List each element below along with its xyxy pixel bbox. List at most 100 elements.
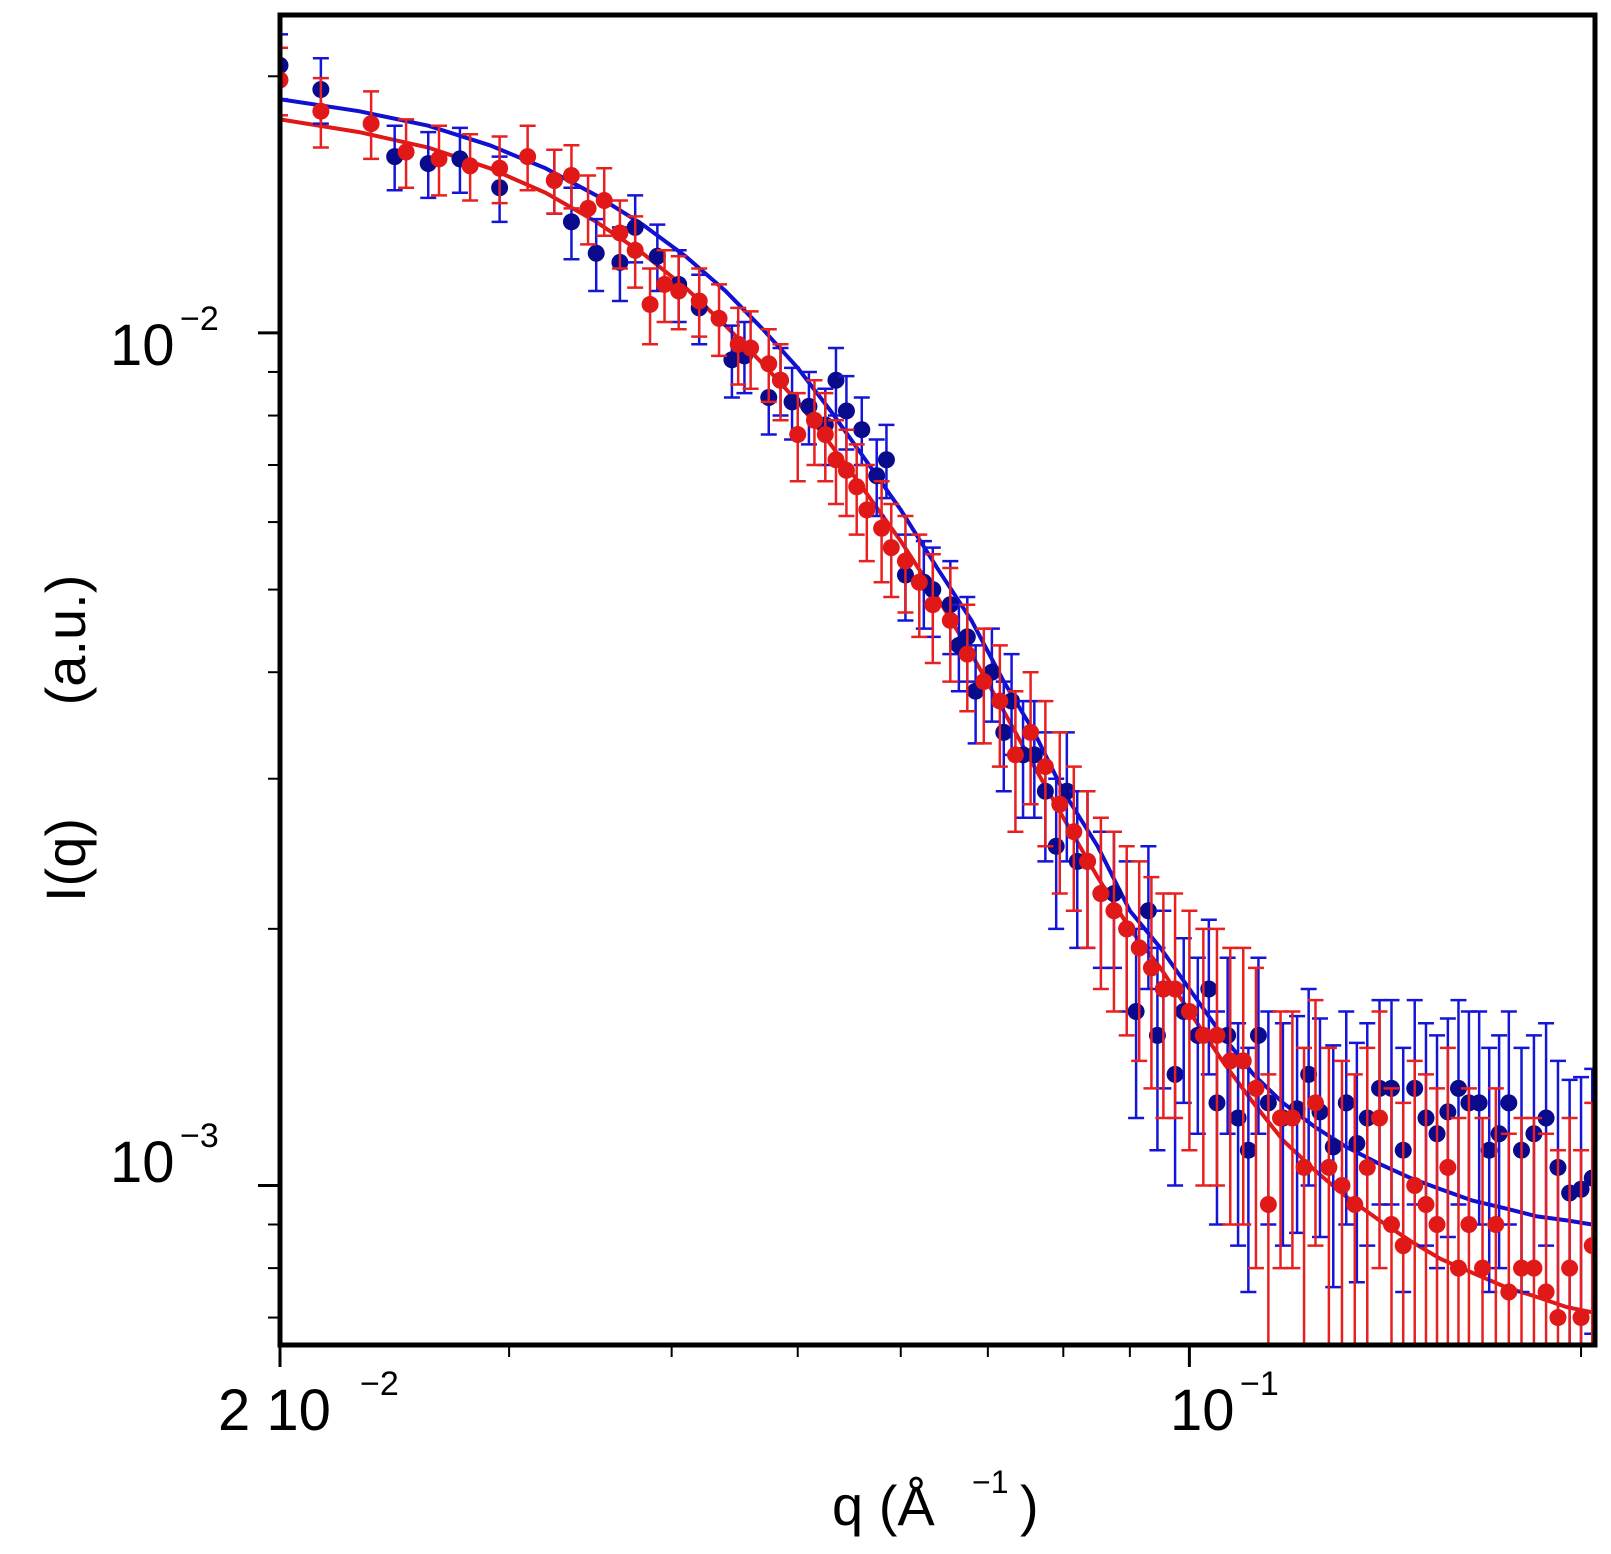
data-point (545, 171, 563, 189)
data-point (562, 166, 580, 184)
data-point (595, 191, 613, 209)
y-tick-0-exp: −2 (180, 300, 219, 338)
data-point (1474, 1259, 1492, 1277)
plot-area (280, 33, 1595, 1345)
data-point (1537, 1283, 1555, 1301)
data-point (975, 673, 993, 691)
y-tick-label-1: 10 −3 (110, 1117, 219, 1195)
data-point (848, 478, 866, 496)
data-point (1500, 1094, 1518, 1112)
x-tick-0-exp: −2 (360, 1365, 399, 1403)
data-point (562, 213, 580, 231)
data-point (941, 611, 959, 629)
data-point (1470, 1094, 1488, 1112)
data-point (1417, 1195, 1435, 1213)
data-point (910, 573, 928, 591)
data-point (1283, 1109, 1301, 1127)
data-point (1154, 980, 1172, 998)
data-point (1537, 1109, 1555, 1127)
data-point (519, 148, 537, 166)
x-axis-title-main: q (Å (832, 1474, 935, 1537)
x-tick-label-1: 10 −1 (1170, 1365, 1279, 1443)
data-point (656, 275, 674, 293)
data-point (896, 552, 914, 570)
data-point (626, 241, 644, 259)
data-point (362, 115, 380, 133)
data-point (882, 539, 900, 557)
data-point (710, 309, 728, 327)
data-point (995, 723, 1013, 741)
x-axis-title-close: ) (1020, 1474, 1039, 1537)
red-fit-line (280, 117, 1593, 1315)
x-tick-0-mantissa: 2 10 (218, 1378, 331, 1443)
plot-frame (277, 12, 1598, 1348)
data-point (1561, 1259, 1579, 1277)
data-point (1583, 1237, 1595, 1255)
y-tick-1-mantissa: 10 (110, 1130, 175, 1195)
data-point (991, 692, 1009, 710)
data-point (1259, 1195, 1277, 1213)
data-point (690, 292, 708, 310)
data-point (1065, 823, 1083, 841)
data-point (1480, 1141, 1498, 1159)
x-axis-title: q (Å −1 ) (832, 1464, 1039, 1537)
data-point (1500, 1283, 1518, 1301)
data-point (1513, 1259, 1531, 1277)
data-point (1525, 1259, 1543, 1277)
data-point (312, 102, 330, 120)
data-point (853, 421, 871, 439)
data-point (877, 451, 895, 469)
data-point (1092, 885, 1110, 903)
data-point (1105, 902, 1123, 920)
x-axis-title-sup: −1 (972, 1464, 1008, 1500)
axis-ticks (258, 75, 1583, 1367)
data-point (1324, 1138, 1342, 1156)
data-point (1346, 1195, 1364, 1213)
data-point (837, 402, 855, 420)
data-point (1428, 1216, 1446, 1234)
data-point (1139, 902, 1157, 920)
data-point (1118, 920, 1136, 938)
x-tick-1-exp: −1 (1240, 1365, 1279, 1403)
y-tick-1-exp: −3 (180, 1117, 219, 1155)
red-data-series (280, 46, 1595, 1345)
data-point (587, 244, 605, 262)
data-point (1247, 1079, 1265, 1097)
data-point (1022, 723, 1040, 741)
data-point (1194, 1026, 1212, 1044)
y-tick-label-0: 10 −2 (110, 300, 219, 378)
data-point (1306, 1094, 1324, 1112)
data-point (1079, 852, 1097, 870)
data-point (1058, 782, 1076, 800)
data-point (1180, 1002, 1198, 1020)
data-point (1221, 1052, 1239, 1070)
data-point (1006, 746, 1024, 764)
data-point (1487, 1216, 1505, 1234)
data-point (1406, 1176, 1424, 1194)
data-point (1439, 1158, 1457, 1176)
data-point (1166, 980, 1184, 998)
data-point (760, 355, 778, 373)
data-point (783, 393, 801, 411)
data-point (461, 157, 479, 175)
data-point (858, 501, 876, 519)
data-point (1295, 1158, 1313, 1176)
data-point (1249, 1026, 1267, 1044)
data-point (491, 159, 509, 177)
data-point (430, 150, 448, 168)
data-point (1394, 1237, 1412, 1255)
y-tick-0-mantissa: 10 (110, 313, 175, 378)
data-point (800, 397, 818, 415)
data-point (837, 461, 855, 479)
data-point (1272, 1109, 1290, 1127)
data-point (1382, 1216, 1400, 1234)
data-point (1371, 1109, 1389, 1127)
data-point (1549, 1309, 1567, 1327)
data-point (397, 143, 415, 161)
data-point (1572, 1309, 1590, 1327)
data-point (873, 519, 891, 537)
data-point (1449, 1259, 1467, 1277)
data-point (1051, 795, 1069, 813)
data-point (611, 224, 629, 242)
